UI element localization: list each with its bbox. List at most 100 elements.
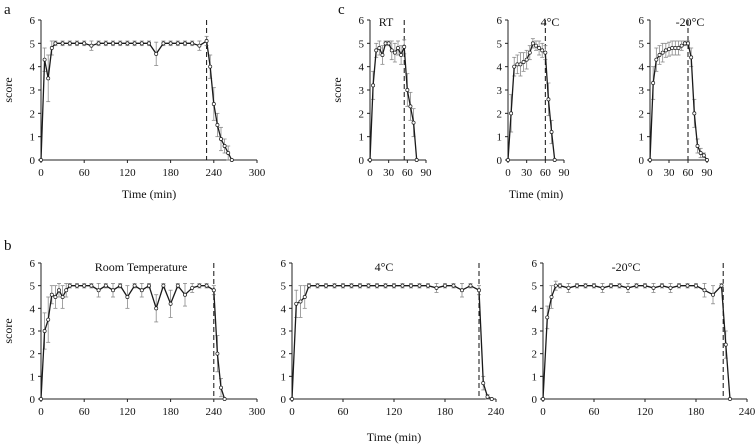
- x-tick-label: 0: [540, 406, 546, 418]
- data-point: [222, 144, 227, 148]
- x-tick-label: 0: [367, 167, 373, 179]
- x-tick-label: 30: [521, 167, 533, 179]
- data-point: [701, 153, 706, 158]
- x-tick-label: 90: [559, 167, 571, 179]
- x-tick-label: 60: [683, 167, 695, 179]
- y-tick-label: 0: [30, 155, 36, 167]
- x-tick-label: 0: [38, 167, 44, 179]
- data-point: [643, 283, 647, 288]
- data-point: [208, 64, 213, 69]
- data-point: [215, 123, 220, 127]
- panel-letter: a: [4, 2, 11, 18]
- y-tick-label: 2: [532, 349, 538, 361]
- data-point: [451, 283, 456, 288]
- y-tick-label: 0: [639, 155, 645, 167]
- data-point: [521, 60, 526, 64]
- y-tick-label: 1: [30, 371, 36, 383]
- data-point: [190, 285, 195, 290]
- x-tick-label: 90: [702, 167, 714, 179]
- data-point: [537, 46, 542, 50]
- data-point: [341, 283, 345, 288]
- y-tick-label: 6: [359, 15, 365, 27]
- data-point: [380, 53, 385, 57]
- y-tick-label: 2: [639, 108, 645, 120]
- data-point: [197, 283, 202, 288]
- series-line: [507, 42, 556, 161]
- y-axis-label: score: [330, 77, 344, 102]
- data-point: [315, 283, 320, 288]
- y-tick-label: 6: [30, 15, 36, 27]
- data-point: [541, 397, 545, 401]
- data-point: [719, 283, 724, 288]
- y-axis-label: score: [1, 318, 15, 343]
- data-point: [386, 41, 391, 46]
- x-tick-label: 180: [688, 406, 705, 418]
- x-tick-label: 30: [383, 167, 395, 179]
- data-point: [125, 295, 130, 299]
- data-point: [147, 283, 151, 288]
- data-point: [657, 53, 662, 57]
- data-point: [549, 295, 554, 299]
- data-point: [518, 62, 523, 67]
- y-tick-label: 1: [359, 132, 365, 144]
- data-point: [204, 39, 209, 43]
- panel-title: Room Temperature: [95, 260, 188, 274]
- data-point: [64, 288, 69, 293]
- data-point: [679, 43, 684, 48]
- y-tick-label: 0: [532, 394, 538, 406]
- x-tick-label: 180: [162, 167, 179, 179]
- data-point: [667, 47, 671, 52]
- data-point: [46, 317, 51, 322]
- data-point: [175, 283, 180, 288]
- data-point: [694, 283, 698, 288]
- data-point: [723, 342, 728, 347]
- data-point: [670, 46, 675, 50]
- data-point: [530, 41, 535, 46]
- data-point: [682, 41, 687, 46]
- y-tick-label: 2: [359, 108, 365, 120]
- data-point: [540, 48, 545, 53]
- y-tick-label: 3: [30, 85, 36, 97]
- data-point: [96, 41, 101, 46]
- data-point: [392, 50, 397, 55]
- y-tick-label: 6: [532, 258, 538, 270]
- y-tick-label: 5: [497, 38, 503, 50]
- data-point: [183, 41, 187, 46]
- data-point: [42, 329, 47, 333]
- x-tick-label: 240: [739, 406, 756, 418]
- data-point: [46, 76, 51, 81]
- data-point: [154, 51, 159, 56]
- x-tick-label: 300: [249, 167, 266, 179]
- data-point: [168, 41, 173, 46]
- data-point: [626, 285, 630, 290]
- data-point: [147, 41, 151, 46]
- data-point: [118, 283, 123, 288]
- data-point: [409, 283, 413, 288]
- series-line: [369, 42, 418, 161]
- data-point: [408, 104, 413, 109]
- y-tick-label: 5: [532, 281, 538, 293]
- data-point: [689, 55, 694, 60]
- x-axis-label: Time (min): [367, 430, 422, 444]
- x-tick-label: 60: [402, 167, 414, 179]
- data-point: [660, 50, 665, 55]
- data-point: [366, 283, 371, 288]
- data-point: [468, 283, 473, 288]
- data-point: [57, 288, 61, 293]
- data-point: [417, 283, 422, 288]
- data-point: [400, 283, 405, 288]
- data-point: [583, 283, 588, 288]
- data-point: [489, 397, 494, 401]
- data-point: [575, 283, 579, 288]
- data-point: [634, 283, 639, 288]
- data-point: [552, 158, 557, 162]
- data-point: [377, 46, 382, 50]
- data-point: [648, 158, 652, 162]
- y-tick-label: 5: [359, 38, 365, 50]
